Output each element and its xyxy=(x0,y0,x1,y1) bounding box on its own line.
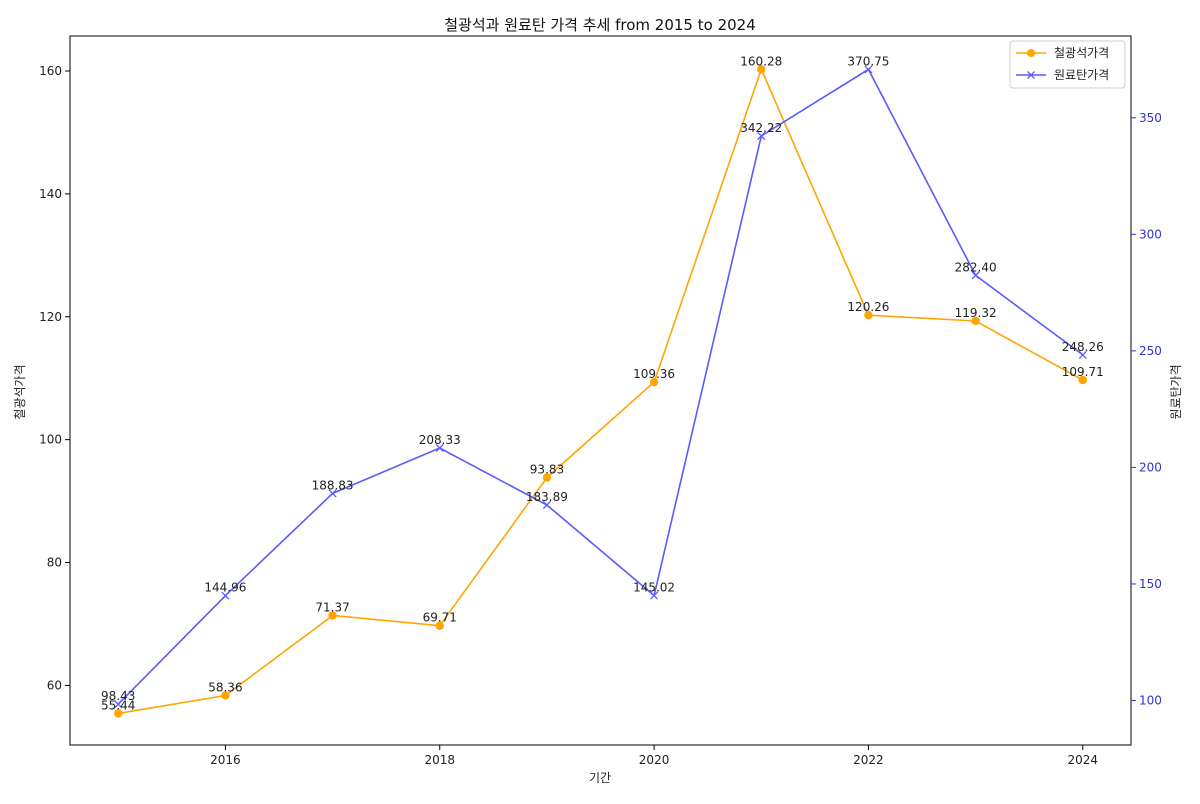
data-point-marker xyxy=(1078,375,1087,385)
y-axis-right-label: 원료탄가격 xyxy=(1169,364,1183,419)
y-left-tick-label: 80 xyxy=(47,556,62,570)
data-label: 248.26 xyxy=(1062,340,1104,354)
data-label: 208.33 xyxy=(419,433,461,447)
data-label: 160.28 xyxy=(740,54,782,68)
data-label: 98.43 xyxy=(101,689,135,703)
x-tick-label: 2020 xyxy=(639,753,670,767)
data-point-marker xyxy=(649,377,659,387)
data-label: 120.26 xyxy=(847,300,889,314)
chart-title: 철광석과 원료탄 가격 추세 from 2015 to 2024 xyxy=(444,16,756,34)
y-right-tick-label: 350 xyxy=(1139,111,1162,125)
data-point-marker xyxy=(435,621,444,630)
data-label: 71.37 xyxy=(315,601,349,615)
plot-area xyxy=(69,35,1132,746)
y-axis-left-label: 철광석가격 xyxy=(13,364,27,419)
y-left-tick-label: 140 xyxy=(39,187,62,201)
x-tick-label: 2018 xyxy=(424,753,455,767)
y-left-tick-label: 100 xyxy=(39,433,62,447)
y-axis-right: 100 150 200 250 300 350 xyxy=(1131,111,1162,707)
y-right-tick-label: 100 xyxy=(1139,693,1162,707)
data-point-marker xyxy=(542,500,551,510)
data-point-marker xyxy=(542,473,552,482)
data-point-marker xyxy=(1078,350,1087,359)
x-axis-label: 기간 xyxy=(589,771,611,785)
data-point-marker xyxy=(864,310,873,320)
data-point-marker xyxy=(114,709,123,718)
data-label: 183.89 xyxy=(526,490,568,504)
data-label: 69.71 xyxy=(423,611,457,625)
data-point-marker xyxy=(328,489,337,498)
data-label: 144.96 xyxy=(204,581,246,595)
legend-label-coking-coal: 원료탄가격 xyxy=(1054,68,1109,82)
data-point-marker xyxy=(757,131,766,141)
legend: 철광석가격 원료탄가격 xyxy=(1009,40,1126,89)
x-axis: 2016 2018 2020 2022 2024 xyxy=(210,745,1098,767)
data-label: 93.83 xyxy=(530,463,564,477)
data-label: 109.36 xyxy=(633,367,675,381)
y-right-tick-label: 300 xyxy=(1139,227,1162,241)
y-axis-left: 60 80 100 120 140 160 xyxy=(39,64,70,692)
data-labels-layer: 55.44 58.36 71.37 69.71 93.83 109.36 160.28 120… xyxy=(101,54,1104,712)
data-label: 188.83 xyxy=(312,478,354,492)
data-point-marker xyxy=(757,65,766,74)
data-point-marker xyxy=(114,700,123,709)
series-line-1 xyxy=(117,68,1084,705)
x-tick-label: 2022 xyxy=(853,753,884,767)
data-point-marker xyxy=(864,65,873,74)
data-label: 109.71 xyxy=(1062,365,1104,379)
legend-label-iron-ore: 철광석가격 xyxy=(1054,46,1109,60)
y-right-tick-label: 250 xyxy=(1139,344,1162,358)
data-point-marker xyxy=(221,591,230,600)
data-point-marker xyxy=(328,611,337,620)
data-point-marker xyxy=(435,443,444,453)
series-line-0 xyxy=(118,67,1084,715)
series-layer xyxy=(114,65,1087,718)
y-left-tick-label: 120 xyxy=(39,310,62,324)
data-label: 370.75 xyxy=(847,54,889,68)
data-point-marker xyxy=(971,271,980,280)
data-point-marker xyxy=(221,691,230,700)
legend-marker-coking-coal xyxy=(1027,71,1035,79)
data-label: 282.40 xyxy=(955,260,997,274)
data-label: 145.02 xyxy=(633,581,675,595)
y-right-tick-label: 150 xyxy=(1139,577,1162,591)
data-label: 342.22 xyxy=(740,121,782,135)
x-tick-label: 2024 xyxy=(1067,753,1098,767)
y-right-tick-label: 200 xyxy=(1139,460,1162,474)
x-tick-label: 2016 xyxy=(210,753,241,767)
data-label: 119.32 xyxy=(955,306,997,320)
legend-marker-iron-ore xyxy=(1027,49,1035,57)
data-label: 58.36 xyxy=(208,680,242,694)
y-left-tick-label: 160 xyxy=(39,64,62,78)
data-point-marker xyxy=(650,591,659,600)
data-point-marker xyxy=(971,316,980,326)
data-label: 55.44 xyxy=(101,698,135,712)
y-left-tick-label: 60 xyxy=(47,678,62,692)
